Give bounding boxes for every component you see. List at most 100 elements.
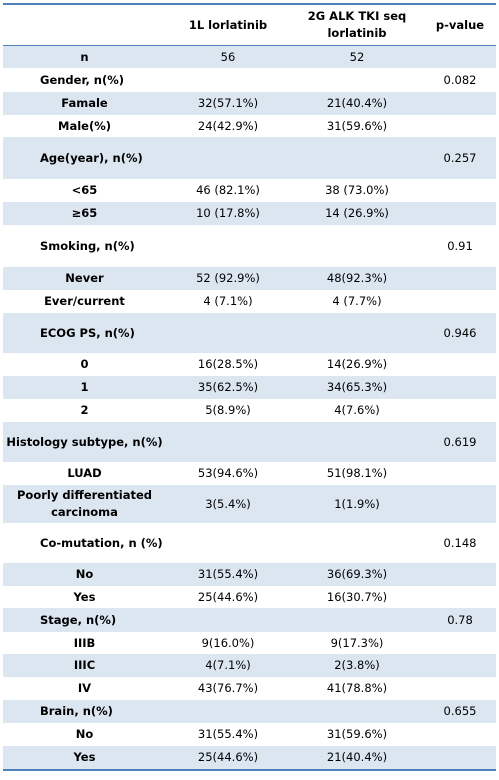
row-value-1l-lorlatinib: 31(55.4%) <box>197 727 259 741</box>
row-label: IIIC <box>73 658 96 672</box>
row-p-value: 0.082 <box>443 72 477 87</box>
row-label: No <box>75 727 94 741</box>
row-value-2g-alk-tki: 14 (26.9%) <box>325 206 389 220</box>
row-value-2g-alk-tki: 21(40.4%) <box>326 750 388 764</box>
row-value-1l-lorlatinib: 24(42.9%) <box>197 118 259 133</box>
row-value-2g-alk-tki: 2(3.8%) <box>334 658 380 672</box>
row-value-1l-lorlatinib: 9(16.0%) <box>201 635 255 650</box>
row-value-2g-alk-tki: 36(69.3%) <box>326 567 388 581</box>
row-value-2g-alk-tki: 48(92.3%) <box>326 271 388 285</box>
table-header-row: 1L lorlatinib 2G ALK TKI seq lorlatinib … <box>3 5 496 46</box>
table-row: Yes 25(44.6%) 16(30.7%) <box>3 586 496 608</box>
row-label: Famale <box>61 96 108 110</box>
baseline-characteristics-table: 1L lorlatinib 2G ALK TKI seq lorlatinib … <box>3 3 496 771</box>
row-p-value: 0.619 <box>443 434 477 449</box>
table-row: Poorly differentiated carcinoma 3(5.4%) 1(… <box>3 485 496 523</box>
row-label: Smoking, n(%) <box>40 238 135 253</box>
row-label: IV <box>77 681 92 695</box>
row-p-value: 0.946 <box>443 325 477 340</box>
row-label: 2 <box>80 403 89 417</box>
row-p-value: 0.655 <box>443 704 477 718</box>
table-row: IIIB 9(16.0%) 9(17.3%) <box>3 632 496 654</box>
table-row: Brain, n(%) 0.655 <box>3 700 496 723</box>
row-value-2g-alk-tki: 14(26.9%) <box>326 357 388 371</box>
row-value-2g-alk-tki: 9(17.3%) <box>330 635 384 650</box>
row-value-2g-alk-tki: 31(59.6%) <box>326 118 388 133</box>
row-value-2g-alk-tki: 31(59.6%) <box>326 727 388 741</box>
row-value-1l-lorlatinib: 46 (82.1%) <box>196 183 260 197</box>
table-row: No 31(55.4%) 31(59.6%) <box>3 723 496 746</box>
row-label: Co-mutation, n (%) <box>40 535 163 550</box>
row-value-1l-lorlatinib: 56 <box>220 49 236 64</box>
table-row: 1 35(62.5%) 34(65.3%) <box>3 376 496 399</box>
row-label: Male(%) <box>58 118 111 133</box>
table-row: IV 43(76.7%) 41(78.8%) <box>3 677 496 700</box>
row-value-1l-lorlatinib: 4 (7.1%) <box>203 294 253 308</box>
row-value-2g-alk-tki: 41(78.8%) <box>326 681 388 695</box>
table-row: Famale 32(57.1%) 21(40.4%) <box>3 92 496 115</box>
row-p-value: 0.91 <box>447 238 473 253</box>
row-value-1l-lorlatinib: 5(8.9%) <box>205 403 251 417</box>
row-value-1l-lorlatinib: 16(28.5%) <box>197 357 259 371</box>
row-label: <65 <box>71 183 98 197</box>
row-label: Stage, n(%) <box>40 612 117 627</box>
row-value-2g-alk-tki: 1(1.9%) <box>334 496 380 511</box>
row-label: ≥65 <box>71 206 98 220</box>
row-value-2g-alk-tki: 34(65.3%) <box>326 380 388 394</box>
header-col-2g-alk-tki: 2G ALK TKI seq lorlatinib <box>307 9 407 40</box>
table-row: Yes 25(44.6%) 21(40.4%) <box>3 746 496 769</box>
table-body: n 56 52 Gender, n(%) 0.082 Famale 32(57.1%) 21(… <box>3 46 496 769</box>
header-col-p-value: p-value <box>435 17 485 32</box>
table-row: Age(year), n(%) 0.257 <box>3 137 496 179</box>
row-p-value: 0.257 <box>443 150 477 165</box>
row-label: n <box>80 49 89 64</box>
row-label: 1 <box>80 380 89 394</box>
row-value-1l-lorlatinib: 4(7.1%) <box>205 658 251 672</box>
row-value-1l-lorlatinib: 43(76.7%) <box>197 681 259 695</box>
table-row: 2 5(8.9%) 4(7.6%) <box>3 399 496 422</box>
row-value-2g-alk-tki: 38 (73.0%) <box>325 183 389 197</box>
row-label: Age(year), n(%) <box>40 150 143 165</box>
table-row: LUAD 53(94.6%) 51(98.1%) <box>3 462 496 485</box>
row-label: Never <box>65 271 104 285</box>
row-value-1l-lorlatinib: 35(62.5%) <box>197 380 259 394</box>
row-value-1l-lorlatinib: 53(94.6%) <box>197 466 259 480</box>
row-label: Yes <box>73 750 96 764</box>
row-p-value: 0.148 <box>443 535 477 550</box>
table-row: Male(%) 24(42.9%) 31(59.6%) <box>3 115 496 137</box>
row-label: Yes <box>73 589 96 604</box>
table-row: No 31(55.4%) 36(69.3%) <box>3 563 496 586</box>
row-value-1l-lorlatinib: 25(44.6%) <box>197 750 259 764</box>
table-row: IIIC 4(7.1%) 2(3.8%) <box>3 654 496 677</box>
row-value-1l-lorlatinib: 10 (17.8%) <box>196 206 260 220</box>
row-label: ECOG PS, n(%) <box>40 325 135 340</box>
row-p-value: 0.78 <box>447 612 473 627</box>
table-row: 0 16(28.5%) 14(26.9%) <box>3 353 496 376</box>
table-row: ECOG PS, n(%) 0.946 <box>3 313 496 353</box>
table-row: Smoking, n(%) 0.91 <box>3 225 496 267</box>
table-row: ≥65 10 (17.8%) 14 (26.9%) <box>3 202 496 225</box>
row-label: Poorly differentiated carcinoma <box>16 488 153 519</box>
row-label: Brain, n(%) <box>40 704 113 718</box>
table-row: n 56 52 <box>3 46 496 68</box>
row-value-1l-lorlatinib: 3(5.4%) <box>205 496 251 511</box>
row-value-1l-lorlatinib: 32(57.1%) <box>197 96 259 110</box>
row-value-2g-alk-tki: 51(98.1%) <box>326 466 388 480</box>
table-row: Ever/current 4 (7.1%) 4 (7.7%) <box>3 290 496 313</box>
row-value-2g-alk-tki: 21(40.4%) <box>326 96 388 110</box>
table-row: Stage, n(%) 0.78 <box>3 608 496 632</box>
row-label: IIIB <box>73 635 96 650</box>
table-row: Gender, n(%) 0.082 <box>3 68 496 92</box>
table-row: Histology subtype, n(%) 0.619 <box>3 422 496 462</box>
row-value-2g-alk-tki: 4(7.6%) <box>334 403 380 417</box>
table-row: Never 52 (92.9%) 48(92.3%) <box>3 267 496 290</box>
row-label: 0 <box>80 357 89 371</box>
row-label: Histology subtype, n(%) <box>6 434 163 449</box>
table-row: Co-mutation, n (%) 0.148 <box>3 523 496 563</box>
row-value-2g-alk-tki: 52 <box>349 49 365 64</box>
row-value-1l-lorlatinib: 31(55.4%) <box>197 567 259 581</box>
row-label: Ever/current <box>44 294 125 308</box>
row-value-1l-lorlatinib: 52 (92.9%) <box>196 271 260 285</box>
row-label: Gender, n(%) <box>40 72 125 87</box>
row-value-1l-lorlatinib: 25(44.6%) <box>197 589 259 604</box>
